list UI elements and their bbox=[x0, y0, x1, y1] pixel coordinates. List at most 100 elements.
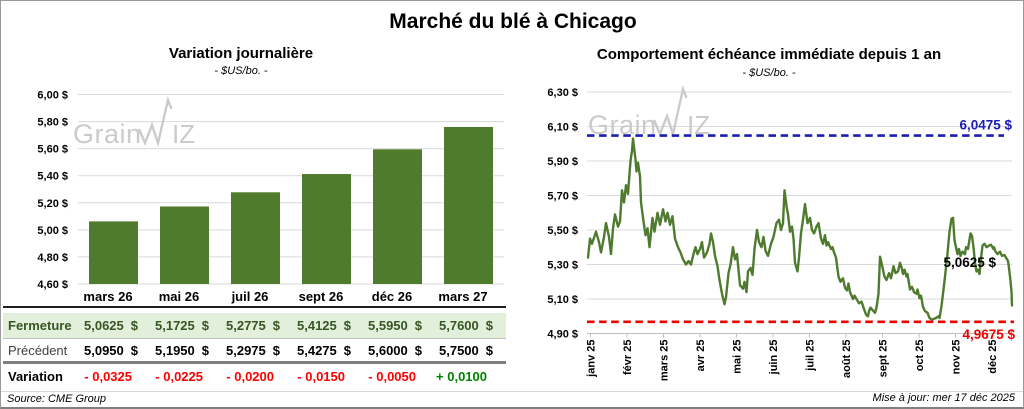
currency-symbol: $ bbox=[201, 318, 209, 333]
fermeture-number-4: 5,5950 bbox=[368, 318, 408, 333]
line-ytick-label: 5,90 $ bbox=[547, 156, 578, 168]
variation-number-5: + 0,0100 bbox=[436, 369, 487, 384]
bar-ytick-label: 5,40 $ bbox=[37, 171, 68, 183]
fermeture-number-3: 5,4125 bbox=[297, 318, 337, 333]
footer-divider bbox=[1, 391, 1023, 392]
line-xtick-label: janv 25 bbox=[586, 340, 598, 378]
watermark-iz-text: IZ bbox=[687, 110, 710, 140]
bar-chart-subtitle: - $US/bo. - bbox=[214, 65, 268, 77]
line-xtick-label: nov 25 bbox=[951, 340, 963, 375]
precedent-number-2: 5,2975 bbox=[226, 342, 266, 358]
column-header-3: sept 26 bbox=[298, 288, 344, 304]
currency-symbol: $ bbox=[414, 318, 422, 333]
line-ytick-label: 5,50 $ bbox=[547, 225, 578, 237]
fermeture-number-5: 5,7600 bbox=[439, 318, 479, 333]
precedent-value-4: 5,6000 $ bbox=[362, 343, 433, 358]
page-title: Marché du blé à Chicago bbox=[389, 10, 637, 33]
high-value-label: 6,0475 $ bbox=[959, 118, 1012, 133]
currency-symbol: $ bbox=[130, 318, 138, 333]
watermark-zigzag-icon bbox=[137, 95, 173, 148]
bar-ytick-label: 5,80 $ bbox=[37, 117, 68, 129]
bar-ytick-label: 4,60 $ bbox=[37, 279, 68, 291]
low-value-label: 4,9675 $ bbox=[962, 327, 1015, 342]
table-header-row: mars 26 mai 26 juil 26 sept 26 déc 26 mars 27 bbox=[3, 286, 506, 308]
line-ytick-label: 5,30 $ bbox=[547, 260, 578, 272]
variation-number-3: - 0,0150 bbox=[297, 369, 345, 384]
row-label-fermeture: Fermeture bbox=[8, 318, 72, 333]
variation-value-4: - 0,0050 bbox=[362, 369, 433, 384]
line-xtick-label: juin 25 bbox=[768, 340, 780, 376]
bar-3 bbox=[302, 174, 351, 284]
fermeture-value-4: 5,5950 $ bbox=[362, 318, 433, 333]
line-ytick-label: 4,90 $ bbox=[547, 329, 578, 341]
line-chart-subtitle: - $US/bo. - bbox=[742, 67, 796, 79]
fermeture-value-2: 5,2775 $ bbox=[220, 318, 291, 333]
bar-chart-title: Variation journalière bbox=[168, 45, 314, 62]
fermeture-value-3: 5,4125 $ bbox=[291, 318, 362, 333]
variation-value-3: - 0,0150 bbox=[291, 369, 362, 384]
fermeture-number-0: 5,0625 bbox=[84, 318, 124, 333]
variation-value-5: + 0,0100 bbox=[433, 369, 504, 384]
fermeture-value-1: 5,1725 $ bbox=[149, 318, 220, 333]
bar-4 bbox=[373, 149, 422, 284]
bar-ytick-label: 5,60 $ bbox=[37, 144, 68, 156]
column-header-5: mars 27 bbox=[438, 288, 488, 304]
variation-number-0: - 0,0325 bbox=[84, 369, 132, 384]
currency-symbol: $ bbox=[201, 342, 209, 358]
currency-symbol: $ bbox=[343, 318, 351, 333]
precedent-value-3: 5,4275 $ bbox=[291, 343, 362, 358]
watermark-iz-text: IZ bbox=[172, 119, 195, 149]
bar-2 bbox=[231, 192, 280, 284]
column-header-4: déc 26 bbox=[371, 288, 413, 304]
variation-value-0: - 0,0325 bbox=[78, 369, 149, 384]
updated-note: Mise à jour: mer 17 déc 2025 bbox=[872, 392, 1015, 404]
variation-value-1: - 0,0225 bbox=[149, 369, 220, 384]
line-ytick-label: 6,10 $ bbox=[547, 122, 578, 134]
column-header-2: juil 26 bbox=[231, 288, 269, 304]
line-xtick-label: mai 25 bbox=[732, 340, 744, 374]
table-row-fermeture: Fermeture 5,0625 $5,1725 $5,2775 $5,4125 $5,5… bbox=[3, 308, 506, 339]
column-header-1: mai 26 bbox=[158, 288, 200, 304]
line-xtick-label: févr 25 bbox=[622, 340, 634, 375]
line-xtick-label: déc 25 bbox=[987, 340, 999, 374]
source-note: Source: CME Group bbox=[7, 393, 107, 405]
currency-symbol: $ bbox=[272, 342, 280, 358]
line-ytick-label: 5,70 $ bbox=[547, 191, 578, 203]
precedent-value-2: 5,2975 $ bbox=[220, 343, 291, 358]
variation-value-2: - 0,0200 bbox=[220, 369, 291, 384]
currency-symbol: $ bbox=[130, 342, 138, 358]
currency-symbol: $ bbox=[485, 318, 493, 333]
fermeture-value-5: 5,7600 $ bbox=[433, 318, 504, 333]
row-label-variation: Variation bbox=[8, 369, 63, 384]
column-header-0: mars 26 bbox=[83, 288, 133, 304]
line-ytick-label: 6,30 $ bbox=[547, 87, 578, 99]
currency-symbol: $ bbox=[414, 342, 422, 358]
bar-ytick-label: 6,00 $ bbox=[37, 90, 68, 102]
currency-symbol: $ bbox=[485, 342, 493, 358]
watermark-grain-text: Grain bbox=[73, 119, 142, 149]
fermeture-number-2: 5,2775 bbox=[226, 318, 266, 333]
precedent-number-3: 5,4275 bbox=[297, 342, 337, 358]
bar-5 bbox=[444, 126, 493, 284]
variation-number-2: - 0,0200 bbox=[226, 369, 274, 384]
fermeture-number-1: 5,1725 bbox=[155, 318, 195, 333]
fermeture-value-0: 5,0625 $ bbox=[78, 318, 149, 333]
watermark-grain-text: Grain bbox=[588, 110, 657, 140]
line-xtick-label: sept 25 bbox=[878, 340, 890, 378]
bar-ytick-label: 5,00 $ bbox=[37, 225, 68, 237]
bar-ytick-label: 4,80 $ bbox=[37, 252, 68, 264]
row-label-precedent: Précédent bbox=[8, 342, 68, 358]
variation-number-4: - 0,0050 bbox=[368, 369, 416, 384]
line-xtick-label: août 25 bbox=[841, 340, 853, 379]
bar-1 bbox=[160, 206, 209, 284]
precedent-value-0: 5,0950 $ bbox=[78, 343, 149, 358]
bar-0 bbox=[89, 221, 138, 284]
line-xtick-label: avr 25 bbox=[695, 340, 707, 372]
table-row-variation: Variation - 0,0325 - 0,0225 - 0,0200 - 0,015… bbox=[3, 364, 506, 389]
line-ytick-label: 5,10 $ bbox=[547, 294, 578, 306]
futures-quote-table: mars 26 mai 26 juil 26 sept 26 déc 26 mars 27… bbox=[3, 286, 506, 389]
variation-number-1: - 0,0225 bbox=[155, 369, 203, 384]
precedent-number-5: 5,7500 bbox=[439, 342, 479, 358]
